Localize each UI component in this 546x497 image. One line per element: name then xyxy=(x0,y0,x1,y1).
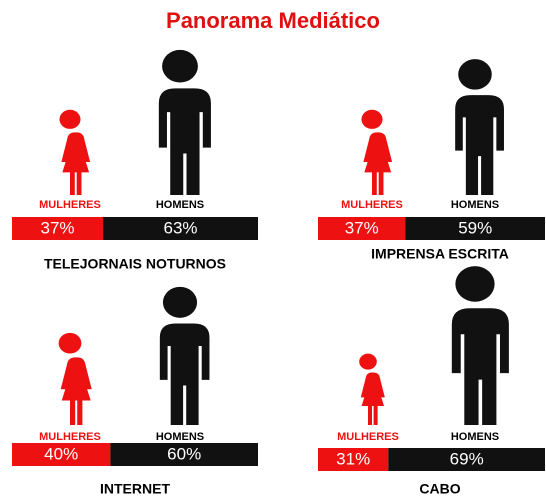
panel-title: CABO xyxy=(419,481,460,497)
woman-figure xyxy=(361,109,393,195)
percent-label: 37% xyxy=(345,218,379,237)
figure-body xyxy=(60,357,92,425)
percent-label: 60% xyxy=(167,444,201,463)
figure-body xyxy=(158,88,211,195)
percent-bar xyxy=(318,217,406,240)
percent-bar xyxy=(12,217,104,240)
figure-head xyxy=(458,59,492,90)
figure-body xyxy=(363,132,393,195)
woman-figure xyxy=(359,353,385,425)
category-label: MULHERES xyxy=(341,199,403,211)
percent-bar xyxy=(318,448,389,471)
figure-head xyxy=(361,109,383,129)
category-label: HOMENS xyxy=(451,199,499,211)
page-title: Panorama Mediático xyxy=(166,8,380,33)
percent-bar xyxy=(388,448,545,471)
percent-label: 63% xyxy=(163,218,197,237)
figure-body xyxy=(159,323,210,425)
percent-bar xyxy=(110,443,259,466)
figure-head xyxy=(162,49,198,83)
figure-body xyxy=(455,95,504,195)
percent-label: 31% xyxy=(336,449,370,468)
woman-figure xyxy=(58,332,92,425)
percent-bar xyxy=(12,443,111,466)
woman-figure xyxy=(59,109,91,195)
percent-bar xyxy=(103,217,259,240)
panel-title: INTERNET xyxy=(100,481,170,497)
man-figure xyxy=(451,266,509,425)
panel-title: TELEJORNAIS NOTURNOS xyxy=(44,256,226,272)
percent-label: 37% xyxy=(40,218,74,237)
man-figure xyxy=(158,49,211,195)
category-label: MULHERES xyxy=(39,431,101,443)
figure-head xyxy=(455,266,495,302)
man-figure xyxy=(455,59,504,195)
figure-body xyxy=(61,132,91,195)
panel-title: IMPRENSA ESCRITA xyxy=(371,246,509,262)
percent-label: 40% xyxy=(44,444,78,463)
category-label: HOMENS xyxy=(156,199,204,211)
category-label: MULHERES xyxy=(337,431,399,443)
man-figure xyxy=(159,286,210,425)
category-label: HOMENS xyxy=(156,431,204,443)
figure-body xyxy=(360,372,385,425)
figure-head xyxy=(162,286,198,318)
percent-label: 69% xyxy=(450,449,484,468)
figure-head xyxy=(58,332,82,354)
figure-head xyxy=(59,109,81,129)
figure-body xyxy=(451,308,509,425)
category-label: MULHERES xyxy=(39,199,101,211)
percent-bar xyxy=(405,217,545,240)
figure-head xyxy=(359,353,377,370)
percent-label: 59% xyxy=(458,218,492,237)
category-label: HOMENS xyxy=(451,431,499,443)
